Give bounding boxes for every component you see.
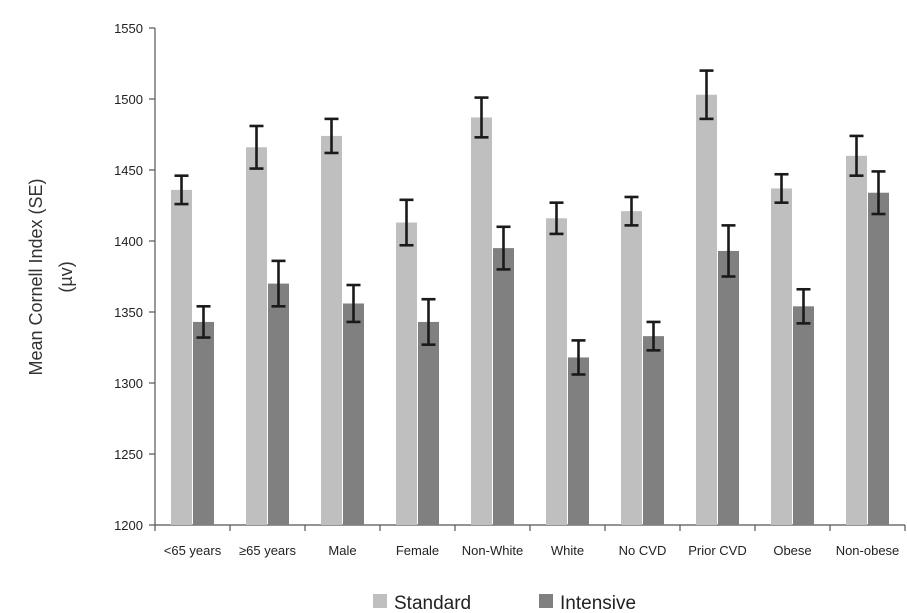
bar-intensive [568, 357, 589, 525]
x-category-label: No CVD [619, 543, 667, 558]
bar-standard [396, 222, 417, 526]
y-tick-label: 1200 [114, 518, 143, 533]
bar-intensive [193, 321, 214, 525]
bar-standard [246, 147, 267, 525]
x-category-label: <65 years [164, 543, 222, 558]
legend-label-intensive: Intensive [560, 593, 636, 613]
bar-standard [771, 188, 792, 525]
y-axis-label: Mean Cornell Index (SE) [26, 178, 46, 375]
bar-intensive [643, 336, 664, 525]
x-category-label: Non-White [462, 543, 523, 558]
x-category-label: Female [396, 543, 439, 558]
bar-intensive [868, 192, 889, 525]
bar-intensive [718, 250, 739, 525]
bar-intensive [793, 306, 814, 525]
bar-standard [621, 211, 642, 525]
bar-intensive [418, 321, 439, 525]
y-axis-ticks: 1200 1250 1300 1350 1400 1450 1500 1550 [114, 21, 155, 533]
bar-standard [471, 117, 492, 526]
y-tick-label: 1400 [114, 234, 143, 249]
x-category-label: Non-obese [836, 543, 900, 558]
bar-standard [171, 189, 192, 525]
bar-standard [846, 155, 867, 526]
bar-standard [696, 94, 717, 526]
chart-axes [154, 28, 905, 526]
x-category-label: White [551, 543, 584, 558]
y-tick-label: 1550 [114, 21, 143, 36]
chart-bars [171, 94, 889, 526]
x-category-label: ≥65 years [239, 543, 296, 558]
bar-intensive [493, 248, 514, 525]
bar-intensive [343, 303, 364, 525]
y-tick-label: 1500 [114, 92, 143, 107]
legend-label-standard: Standard [394, 593, 471, 613]
bar-standard [546, 218, 567, 525]
legend-swatch-standard [373, 594, 387, 608]
chart-error-bars [174, 69, 886, 376]
y-tick-label: 1350 [114, 305, 143, 320]
x-category-label: Obese [773, 543, 811, 558]
chart-legend: Standard Intensive [373, 593, 636, 613]
x-axis-labels: <65 years ≥65 years Male Female Non-White Whi… [154, 525, 906, 558]
bar-standard [321, 135, 342, 526]
bar-intensive [268, 283, 289, 525]
y-tick-label: 1250 [114, 447, 143, 462]
x-category-label: Prior CVD [688, 543, 747, 558]
y-tick-label: 1300 [114, 376, 143, 391]
y-tick-label: 1450 [114, 163, 143, 178]
y-axis-label-unit: (µv) [56, 261, 76, 292]
x-category-label: Male [328, 543, 356, 558]
legend-swatch-intensive [539, 594, 553, 608]
